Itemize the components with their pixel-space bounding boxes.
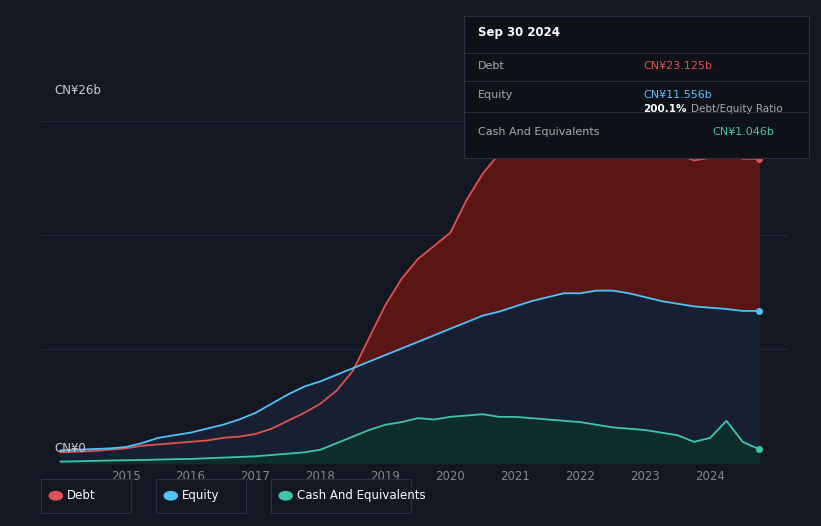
Text: CN¥1.046b: CN¥1.046b: [712, 127, 774, 137]
Text: Equity: Equity: [478, 89, 513, 99]
Text: Equity: Equity: [182, 489, 220, 502]
Text: Cash And Equivalents: Cash And Equivalents: [297, 489, 426, 502]
Text: 200.1%: 200.1%: [643, 104, 686, 114]
Text: Cash And Equivalents: Cash And Equivalents: [478, 127, 599, 137]
Text: Debt/Equity Ratio: Debt/Equity Ratio: [691, 104, 783, 114]
Text: Sep 30 2024: Sep 30 2024: [478, 26, 560, 39]
Text: CN¥11.556b: CN¥11.556b: [643, 89, 712, 99]
Text: CN¥23.125b: CN¥23.125b: [643, 61, 712, 71]
Text: Debt: Debt: [478, 61, 504, 71]
Text: CN¥0: CN¥0: [54, 442, 85, 455]
Text: Debt: Debt: [67, 489, 96, 502]
Text: CN¥26b: CN¥26b: [54, 84, 101, 97]
